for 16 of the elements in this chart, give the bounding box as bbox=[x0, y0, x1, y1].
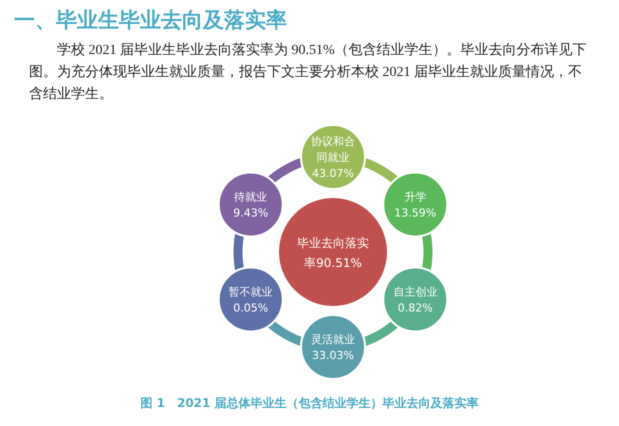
data-label: 43.07% bbox=[312, 167, 354, 180]
text: 一、毕业生毕业去向及落实率 bbox=[14, 7, 287, 34]
data-label: 9.43% bbox=[233, 206, 268, 220]
data-label: 33.03% bbox=[312, 349, 354, 362]
category-label: 灵活就业 bbox=[311, 333, 355, 346]
data-label: 0.82% bbox=[398, 302, 433, 314]
category-label: 待就业 bbox=[234, 190, 268, 204]
data-label: 13.59% bbox=[394, 206, 436, 220]
caption: 图 1 2021 届总体毕业生（包含结业学生）毕业去向及落实率 bbox=[139, 395, 480, 412]
text: 学校 2021 届毕业生毕业去向落实率为 90.51%（包含结业学生）。毕业去向分布详见下图。为充分体现毕业生就业质量，报告下文主要分析本校 2021 届毕业生就业质量情况，不含结业学生。 bbox=[29, 41, 588, 104]
category-label: 协议和合同就业 bbox=[311, 135, 355, 164]
category-label: 暂不就业 bbox=[228, 286, 273, 298]
category-label: 升学 bbox=[404, 190, 426, 204]
data-label: 0.05% bbox=[233, 302, 268, 314]
text: 毕业去向落实率90.51% bbox=[297, 236, 369, 270]
category-label: 自主创业 bbox=[393, 286, 438, 298]
